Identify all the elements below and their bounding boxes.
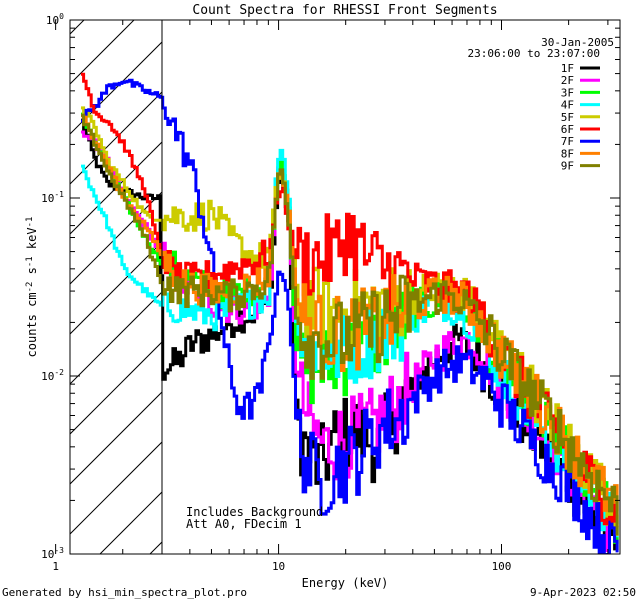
footer-timestamp: 9-Apr-2023 02:50 bbox=[530, 586, 636, 599]
legend-label-4F: 4F bbox=[561, 99, 574, 112]
annotation-attenuator: Att A0, FDecim 1 bbox=[186, 517, 302, 531]
legend-label-8F: 8F bbox=[561, 147, 574, 160]
legend-label-3F: 3F bbox=[561, 86, 574, 99]
legend-label-1F: 1F bbox=[561, 62, 574, 75]
legend-label-9F: 9F bbox=[561, 160, 574, 173]
header-date: 30-Jan-2005 bbox=[541, 36, 614, 49]
y-axis-label-exp3: -1 bbox=[25, 217, 35, 228]
legend-label-5F: 5F bbox=[561, 111, 574, 124]
y-tick-label: 10-3 bbox=[41, 546, 64, 561]
legend-label-6F: 6F bbox=[561, 123, 574, 136]
x-tick-label: 1 bbox=[52, 560, 59, 573]
axis-ticks: 1 10 100 10-3 10-2 10-1 100 bbox=[41, 12, 620, 573]
header-time-range: 23:06:00 to 23:07:00 bbox=[468, 47, 600, 60]
x-tick-label: 10 bbox=[272, 560, 285, 573]
chart-title: Count Spectra for RHESSI Front Segments bbox=[192, 3, 497, 18]
annotation-background: Includes Background bbox=[186, 505, 323, 519]
x-tick-label: 100 bbox=[492, 560, 512, 573]
legend-label-2F: 2F bbox=[561, 74, 574, 87]
y-tick-label: 10-1 bbox=[41, 190, 64, 205]
series-line-7F bbox=[81, 78, 619, 554]
y-axis-label-exp1: -2 bbox=[25, 282, 35, 293]
y-tick-label: 100 bbox=[46, 12, 64, 27]
hatch-line bbox=[70, 391, 162, 485]
y-axis-label: counts cm-2 s-1 keV-1 bbox=[25, 217, 39, 358]
y-axis-label-exp2: -1 bbox=[25, 256, 35, 267]
x-axis-label: Energy (keV) bbox=[302, 576, 389, 590]
hatch-line bbox=[70, 41, 162, 135]
legend-label-7F: 7F bbox=[561, 135, 574, 148]
series-group bbox=[81, 72, 619, 554]
series-line-9F bbox=[81, 113, 619, 536]
hatch-line bbox=[70, 191, 162, 285]
y-axis-label-counts: counts cm bbox=[25, 292, 39, 357]
y-axis-label-s: s bbox=[25, 267, 39, 281]
plot-frame bbox=[69, 19, 621, 555]
footer-generated-by: Generated by hsi_min_spectra_plot.pro bbox=[2, 586, 247, 599]
y-axis-label-kev: keV bbox=[25, 227, 39, 256]
hatch-line bbox=[70, 441, 162, 535]
y-tick-label: 10-2 bbox=[41, 368, 64, 383]
